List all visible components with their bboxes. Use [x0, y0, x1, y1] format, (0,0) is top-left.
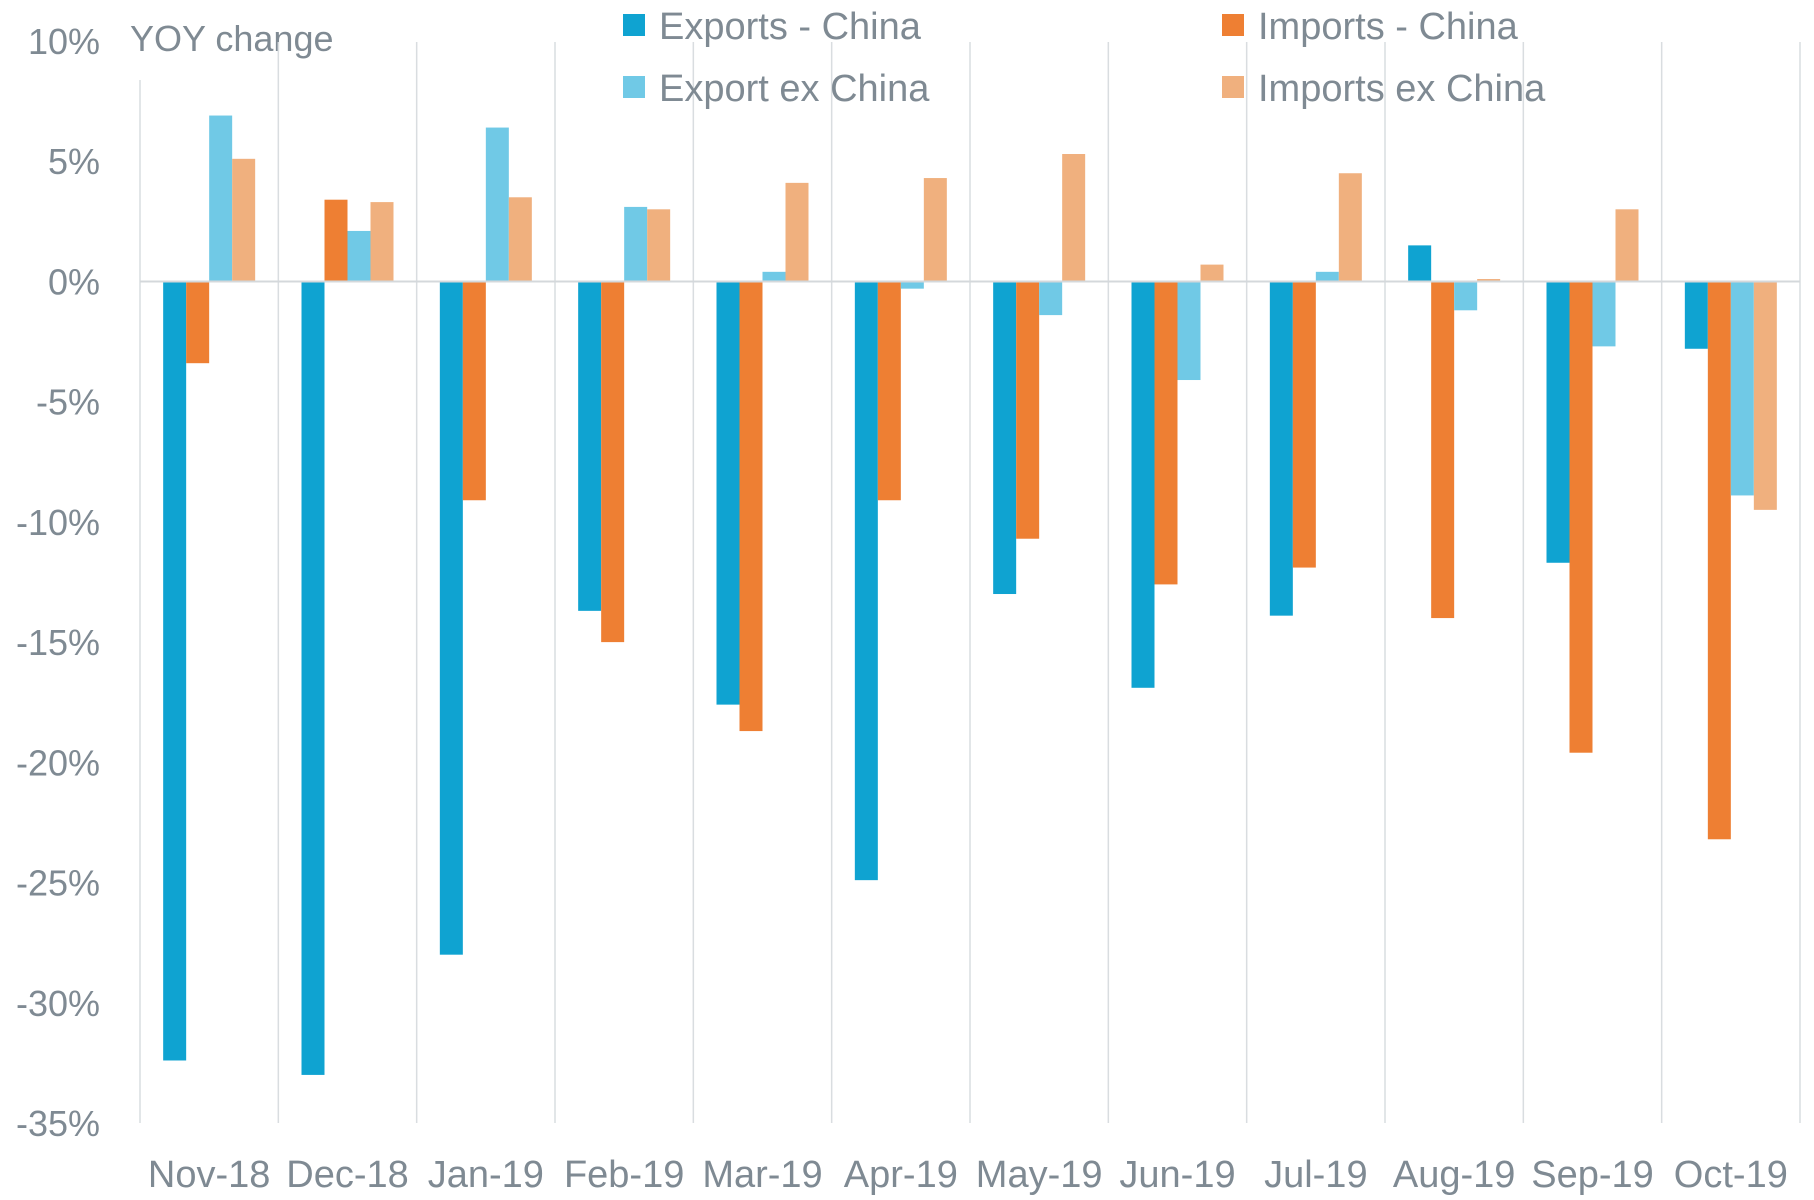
x-category-label: Sep-19: [1531, 1154, 1654, 1196]
bars: [163, 115, 1777, 1075]
bar-export-ex-china-jan-19: [485, 127, 509, 282]
y-tick-label: 0%: [48, 261, 100, 302]
legend-label-imports-china: Imports - China: [1258, 6, 1519, 48]
y-tick-label: -35%: [16, 1103, 100, 1144]
bar-export-ex-china-sep-19: [1592, 281, 1616, 347]
x-category-label: Apr-19: [844, 1154, 958, 1196]
bar-exports-china-apr-19: [854, 281, 878, 881]
legend-swatch-imports-ex-china: [1222, 76, 1244, 98]
bar-imports-ex-china-may-19: [1062, 154, 1086, 282]
bar-imports-china-jun-19: [1154, 281, 1178, 585]
x-category-label: Nov-18: [148, 1154, 271, 1196]
legend: Exports - China Imports - China Export ex …: [623, 6, 1546, 110]
x-category-label: Dec-18: [286, 1154, 409, 1196]
bar-exports-china-mar-19: [716, 281, 740, 705]
category-separators: [139, 42, 1801, 1123]
legend-label-exports-china: Exports - China: [659, 6, 922, 48]
x-category-label: Jun-19: [1119, 1154, 1235, 1196]
x-category-label: Jan-19: [428, 1154, 544, 1196]
bar-imports-ex-china-apr-19: [923, 178, 947, 282]
bar-imports-china-may-19: [1016, 281, 1040, 539]
x-category-label: Mar-19: [702, 1154, 822, 1196]
bar-exports-china-jun-19: [1131, 281, 1155, 688]
bar-export-ex-china-jun-19: [1177, 281, 1201, 381]
bar-export-ex-china-feb-19: [624, 206, 648, 282]
bar-imports-ex-china-jul-19: [1338, 173, 1362, 282]
bar-imports-ex-china-jun-19: [1200, 264, 1224, 282]
bar-imports-china-sep-19: [1569, 281, 1593, 753]
bar-imports-china-jul-19: [1292, 281, 1316, 568]
y-axis-ticks: 10% 5% 0% -5% -10% -15% -20% -25% -30% -35%: [16, 21, 100, 1144]
y-tick-label: -30%: [16, 983, 100, 1024]
bar-exports-china-nov-18: [163, 281, 187, 1061]
y-tick-label: -25%: [16, 863, 100, 904]
legend-swatch-exports-china: [623, 14, 645, 36]
bar-imports-china-nov-18: [186, 281, 210, 364]
bar-exports-china-sep-19: [1546, 281, 1570, 563]
bar-imports-ex-china-jan-19: [508, 197, 532, 282]
y-tick-label: -10%: [16, 502, 100, 543]
x-axis-categories: Nov-18 Dec-18 Jan-19 Feb-19 Mar-19 Apr-19 May-…: [148, 1154, 1788, 1196]
bar-exports-china-jul-19: [1269, 281, 1293, 616]
bar-exports-china-aug-19: [1408, 245, 1432, 282]
x-category-label: Oct-19: [1674, 1154, 1788, 1196]
x-category-label: Jul-19: [1264, 1154, 1368, 1196]
legend-label-imports-ex-china: Imports ex China: [1258, 68, 1546, 110]
bar-imports-ex-china-nov-18: [232, 158, 256, 282]
bar-imports-china-jan-19: [462, 281, 486, 501]
bar-imports-ex-china-sep-19: [1615, 209, 1639, 282]
x-category-label: May-19: [976, 1154, 1103, 1196]
bar-imports-ex-china-dec-18: [370, 202, 394, 282]
bar-export-ex-china-jul-19: [1315, 271, 1339, 282]
bar-imports-china-oct-19: [1707, 281, 1731, 840]
bar-imports-ex-china-mar-19: [785, 182, 809, 282]
bar-export-ex-china-mar-19: [762, 271, 786, 282]
bar-imports-china-feb-19: [601, 281, 625, 643]
bar-export-ex-china-apr-19: [900, 281, 924, 289]
bar-export-ex-china-dec-18: [347, 230, 371, 282]
legend-swatch-export-ex-china: [623, 76, 645, 98]
bar-export-ex-china-aug-19: [1454, 281, 1478, 311]
bar-imports-ex-china-aug-19: [1477, 279, 1501, 282]
y-axis-label: YOY change: [130, 18, 333, 59]
bar-export-ex-china-may-19: [1039, 281, 1063, 316]
x-category-label: Aug-19: [1393, 1154, 1516, 1196]
bar-export-ex-china-nov-18: [209, 115, 233, 282]
legend-swatch-imports-china: [1222, 14, 1244, 36]
bar-exports-china-jan-19: [439, 281, 463, 955]
bar-export-ex-china-oct-19: [1730, 281, 1754, 496]
bar-exports-china-may-19: [993, 281, 1017, 595]
y-tick-label: -20%: [16, 742, 100, 783]
y-tick-label: -5%: [36, 382, 100, 423]
legend-label-export-ex-china: Export ex China: [659, 68, 930, 110]
y-tick-label: -15%: [16, 622, 100, 663]
bar-imports-ex-china-feb-19: [647, 209, 671, 282]
bar-imports-china-apr-19: [877, 281, 901, 501]
y-tick-label: 10%: [28, 21, 100, 62]
bar-imports-china-dec-18: [324, 199, 348, 282]
bar-exports-china-dec-18: [301, 281, 325, 1075]
y-tick-label: 5%: [48, 141, 100, 182]
x-category-label: Feb-19: [564, 1154, 684, 1196]
bar-imports-ex-china-oct-19: [1753, 281, 1777, 510]
bar-exports-china-feb-19: [578, 281, 602, 611]
bar-imports-china-aug-19: [1431, 281, 1455, 619]
bar-exports-china-oct-19: [1684, 281, 1708, 349]
bar-imports-china-mar-19: [739, 281, 763, 732]
